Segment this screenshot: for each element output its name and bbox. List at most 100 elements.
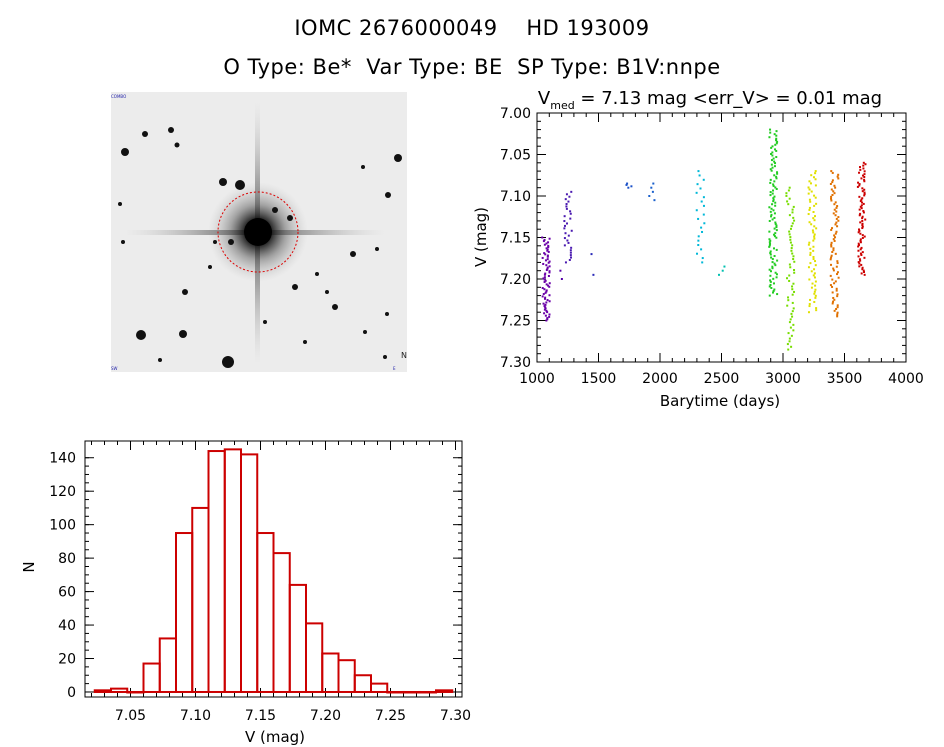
- data-point: [773, 165, 776, 168]
- data-point: [834, 280, 837, 283]
- data-point: [548, 313, 551, 316]
- field-star: [325, 290, 329, 294]
- data-point: [769, 250, 772, 253]
- data-point: [776, 171, 779, 174]
- data-point: [776, 172, 779, 175]
- data-point: [543, 288, 546, 291]
- data-point: [565, 193, 568, 196]
- data-point: [859, 232, 862, 235]
- data-point: [793, 290, 796, 293]
- data-point: [861, 197, 864, 200]
- data-point: [812, 176, 815, 179]
- data-point: [776, 259, 779, 262]
- data-point: [833, 309, 836, 312]
- data-point: [829, 182, 832, 185]
- histogram-frame: [84, 440, 463, 698]
- data-point: [702, 196, 705, 199]
- data-point: [787, 203, 790, 206]
- field-star: [208, 265, 212, 269]
- data-point: [789, 266, 792, 269]
- data-point: [544, 303, 547, 306]
- data-point: [835, 307, 838, 310]
- data-point: [830, 188, 833, 191]
- data-point: [831, 302, 834, 305]
- data-point: [774, 186, 777, 189]
- field-star: [158, 358, 162, 362]
- data-point: [863, 180, 866, 183]
- h-y-tick-label: 140: [49, 451, 76, 467]
- y-tick-label: 7.10: [500, 189, 531, 205]
- data-point: [775, 149, 778, 152]
- data-point: [543, 297, 546, 300]
- data-point: [808, 305, 811, 308]
- data-point: [860, 263, 863, 266]
- data-point: [773, 174, 776, 177]
- field-star: [142, 131, 148, 137]
- data-point: [831, 291, 834, 294]
- histogram-bar: [142, 662, 161, 693]
- data-point: [813, 300, 816, 303]
- data-point: [812, 274, 815, 277]
- data-point: [543, 281, 546, 284]
- x-tick-label: 4000: [888, 371, 924, 387]
- data-point: [836, 304, 839, 307]
- data-point: [836, 175, 839, 178]
- data-point: [563, 244, 566, 247]
- data-point: [769, 279, 772, 282]
- data-point: [860, 246, 863, 249]
- data-point: [808, 208, 811, 211]
- corner-label-tl: COMBO: [111, 94, 126, 99]
- data-point: [814, 294, 817, 297]
- data-point: [773, 247, 776, 250]
- data-point: [834, 252, 837, 255]
- histogram-bar: [288, 583, 307, 693]
- data-point: [788, 197, 791, 200]
- data-point: [814, 170, 817, 173]
- data-point: [771, 258, 774, 261]
- data-point: [833, 239, 836, 242]
- data-point: [835, 287, 838, 290]
- data-point: [787, 299, 790, 302]
- data-point: [830, 243, 833, 246]
- data-point: [836, 306, 839, 309]
- data-point: [860, 253, 863, 256]
- data-point: [862, 269, 865, 272]
- data-point: [773, 133, 776, 136]
- data-point: [813, 204, 816, 207]
- light-curve-frame: [536, 112, 907, 363]
- data-point: [546, 311, 549, 314]
- data-point: [861, 187, 864, 190]
- data-point: [791, 288, 794, 291]
- data-point: [809, 262, 812, 265]
- data-point: [861, 190, 864, 193]
- data-point: [788, 274, 791, 277]
- data-point: [769, 280, 772, 283]
- data-point: [702, 178, 705, 181]
- data-point: [769, 194, 772, 197]
- data-point: [697, 239, 700, 242]
- data-point: [769, 210, 772, 213]
- data-point: [791, 293, 794, 296]
- data-point: [723, 265, 726, 268]
- data-point: [813, 268, 816, 271]
- data-point: [792, 323, 795, 326]
- data-point: [831, 179, 834, 182]
- field-star: [179, 330, 187, 338]
- data-point: [768, 206, 771, 209]
- data-point: [770, 152, 773, 155]
- data-point: [859, 259, 862, 262]
- data-point: [814, 172, 817, 175]
- data-point: [775, 224, 778, 227]
- data-point: [789, 236, 792, 239]
- data-point: [789, 241, 792, 244]
- data-point: [792, 307, 795, 310]
- data-point: [859, 241, 862, 244]
- data-point: [697, 235, 700, 238]
- data-point: [787, 296, 790, 299]
- data-point: [860, 198, 863, 201]
- data-point: [544, 307, 547, 310]
- field-stars: [118, 127, 402, 368]
- data-point: [808, 206, 811, 209]
- data-point: [772, 209, 775, 212]
- data-point: [768, 285, 771, 288]
